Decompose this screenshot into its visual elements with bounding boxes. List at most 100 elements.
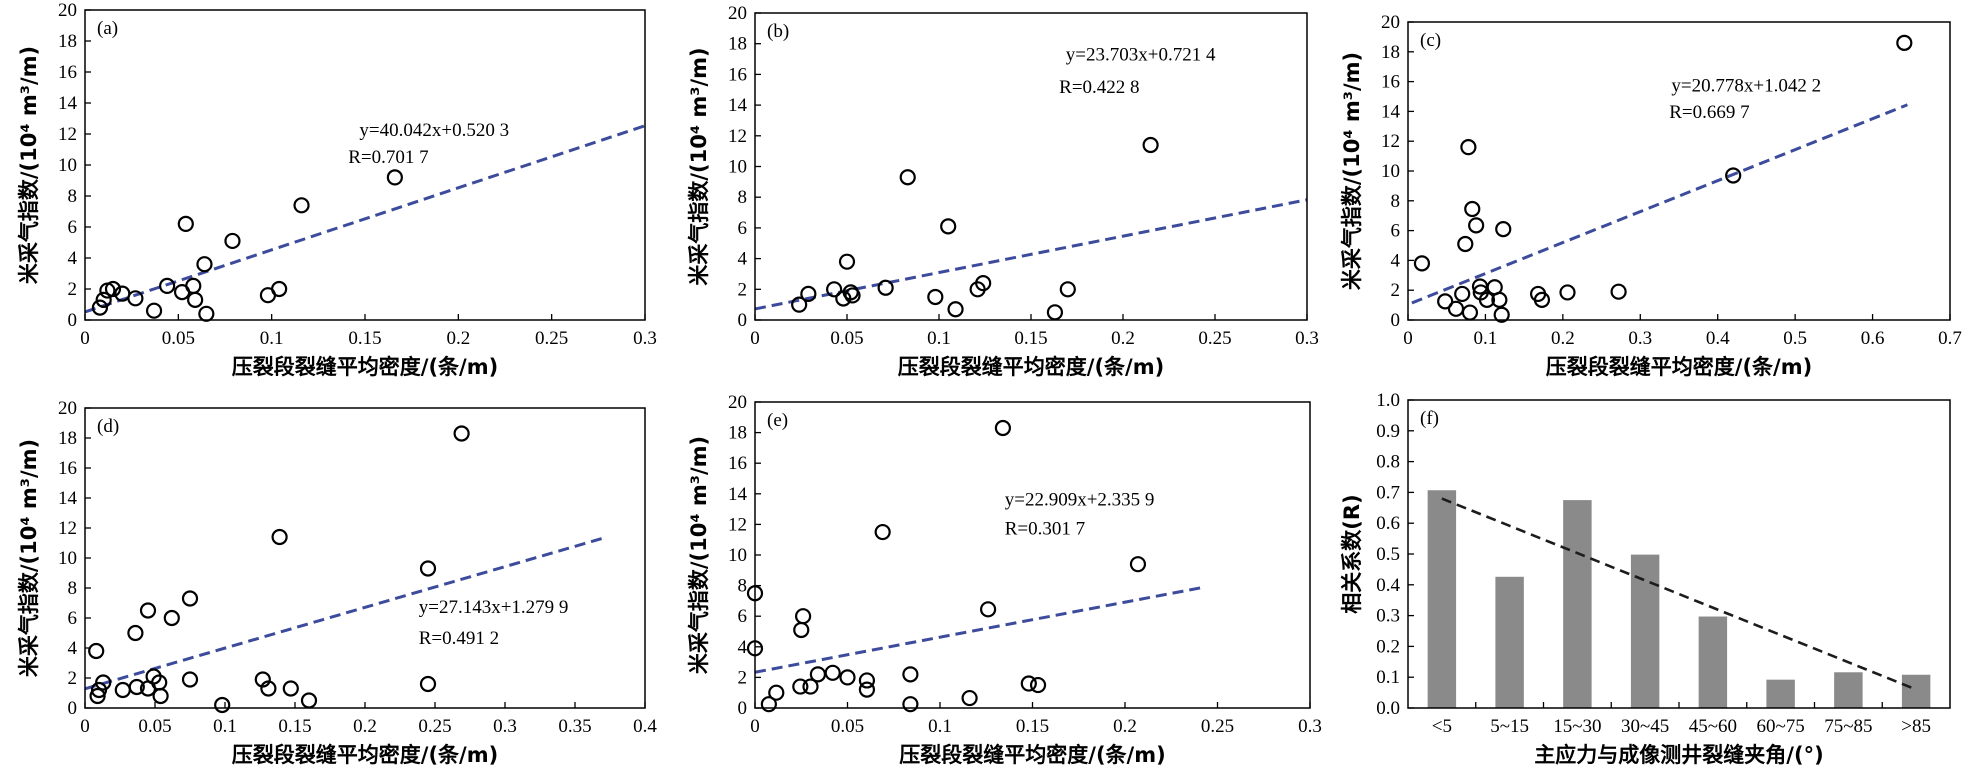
- panel-e-data-point: [858, 672, 876, 689]
- panel-c-data-point: [1437, 293, 1454, 310]
- panel-a-y-tick-label: 2: [68, 279, 78, 300]
- panel-a-data-point: [293, 197, 310, 214]
- panel-d-y-tick-label: 18: [58, 428, 77, 449]
- panel-e-y-tick-label: 12: [728, 514, 747, 535]
- panel-a-plot-frame: [84, 9, 646, 321]
- panel-b-y-tick-label: 0: [738, 310, 748, 331]
- panel-a-y-tick-label: 8: [68, 186, 78, 207]
- panel-e-y-tick-label: 14: [728, 484, 748, 505]
- panel-e-y-tick-label: 6: [738, 606, 748, 627]
- panel-e-x-tick-label: 0.05: [831, 716, 864, 737]
- panel-f-y-tick-label: 0.7: [1376, 482, 1400, 503]
- panel-e: 0 2 4 6 8 10 12 14 16 18 20 0 0.05 0.1 0.15 0.2 0.25 0.3 y…: [687, 392, 1322, 767]
- panel-e-data-point: [1129, 556, 1147, 573]
- panel-e-data-point: [809, 666, 827, 683]
- panel-c-data-point: [1447, 300, 1465, 317]
- panel-c-data-point: [1468, 217, 1485, 234]
- panel-f-bar: [1766, 679, 1795, 708]
- panel-b-data-point: [1059, 281, 1076, 298]
- panel-e-data-point: [794, 608, 812, 625]
- panel-b-y-tick-label: 12: [728, 126, 747, 147]
- panel-b-x-tick-label: 0.05: [830, 328, 863, 349]
- panel-a-y-tick-label: 18: [58, 31, 77, 52]
- panel-c-x-tick-label: 0.1: [1474, 328, 1498, 349]
- panel-f-y-tick-label: 0.1: [1376, 667, 1400, 688]
- panel-c-data-point: [1478, 291, 1496, 308]
- panel-c-y-tick-label: 16: [1381, 72, 1400, 93]
- panel-c-data-point: [1533, 291, 1551, 308]
- panel-e-x-tick-label: 0.3: [1298, 716, 1322, 737]
- panel-b-correlation-r: R=0.422 8: [1059, 77, 1139, 98]
- panel-b-data-point: [975, 275, 992, 292]
- panel-c-data-point: [1559, 284, 1576, 301]
- panel-d-y-tick-label: 10: [58, 548, 77, 569]
- panel-b-y-tick-label: 4: [738, 249, 748, 270]
- panel-f-category-label: >85: [1901, 716, 1931, 737]
- panel-d-x-tick-label: 0.4: [633, 716, 657, 737]
- panel-e-regression-equation: y=22.909x+2.335 9: [1005, 490, 1155, 511]
- panel-b-data-point: [838, 253, 856, 270]
- panel-a-y-tick-label: 10: [58, 155, 77, 176]
- panel-c-data-point: [1610, 283, 1627, 300]
- panel-e-data-point: [1020, 675, 1037, 692]
- panel-b-data-point: [877, 279, 894, 296]
- panel-b-data-point: [927, 288, 944, 306]
- panel-e-y-tick-label: 2: [738, 667, 748, 688]
- panel-c-y-tick-label: 8: [1391, 191, 1401, 212]
- panel-a-data-point: [177, 215, 194, 232]
- panel-c-x-tick-label: 0.3: [1628, 328, 1652, 349]
- panel-c: 0 2 4 6 8 10 12 14 16 18 20 0 0.1 0.2 0.3 0.4 0.5 0.6 0.7 y…: [1340, 12, 1962, 379]
- panel-d-y-tick-label: 14: [58, 488, 78, 509]
- panel-d-data-point: [271, 528, 288, 546]
- panel-f-bar: [1834, 672, 1863, 708]
- panel-f-y-tick-label: 0.6: [1376, 513, 1400, 534]
- panel-e-x-tick-label: 0.25: [1201, 716, 1234, 737]
- panel-a-y-tick-label: 0: [68, 310, 78, 331]
- panel-a-x-tick-label: 0.25: [535, 328, 568, 349]
- panel-e-y-tick-label: 8: [738, 576, 748, 597]
- panel-b-data-point: [800, 285, 817, 303]
- panel-a-x-tick-label: 0.15: [348, 328, 381, 349]
- panel-f-category-label: 45~60: [1689, 716, 1737, 737]
- panel-d-y-axis-label: 米采气指数/(10⁴ m³/m): [17, 439, 41, 677]
- panel-d-y-tick-label: 4: [68, 638, 78, 659]
- panel-a-x-axis-label: 压裂段裂缝平均密度/(条/m): [232, 355, 498, 379]
- panel-e-data-point: [961, 689, 978, 707]
- panel-d-y-tick-label: 8: [68, 578, 78, 599]
- panel-a-y-tick-label: 20: [58, 0, 77, 21]
- panel-f-y-tick-label: 0.2: [1376, 636, 1400, 657]
- panel-b-data-point: [899, 169, 916, 186]
- panel-b: 0 2 4 6 8 10 12 14 16 18 20 0 0.05 0.1 0.15 0.2 0.25 0.3 y…: [687, 3, 1319, 379]
- panel-f-y-tick-label: 0.8: [1376, 452, 1400, 473]
- panel-e-correlation-r: R=0.301 7: [1005, 518, 1085, 539]
- panel-c-data-point: [1725, 167, 1742, 184]
- panel-c-y-axis-label: 米采气指数/(10⁴ m³/m): [1340, 52, 1364, 290]
- panel-a-x-tick-label: 0.05: [162, 328, 195, 349]
- panel-e-data-point: [793, 621, 810, 639]
- panel-b-y-tick-label: 8: [738, 187, 748, 208]
- panel-e-data-point: [1029, 676, 1047, 694]
- panel-e-data-point: [858, 681, 876, 698]
- panel-a-data-point: [187, 291, 204, 308]
- panel-b-data-point: [844, 287, 861, 304]
- panel-c-x-tick-label: 0.4: [1706, 328, 1730, 349]
- panel-c-x-axis-label: 压裂段裂缝平均密度/(条/m): [1546, 355, 1812, 379]
- panel-b-x-tick-label: 0.25: [1198, 328, 1231, 349]
- panel-a-data-point: [91, 299, 109, 316]
- panel-c-data-point: [1896, 34, 1913, 51]
- panel-d-data-point: [163, 609, 180, 627]
- panel-f-bar: [1630, 554, 1660, 708]
- panel-f-category-label: 75~85: [1824, 716, 1872, 737]
- panel-d-x-tick-label: 0.1: [213, 716, 237, 737]
- panel-d: 0 2 4 6 8 10 12 14 16 18 20 0 0.05 0.1 0.15 0.2 0.25 0.3 0…: [17, 398, 657, 767]
- panel-a-y-tick-label: 14: [58, 93, 78, 114]
- panel-b-y-tick-label: 18: [728, 34, 747, 55]
- panel-d-data-point: [260, 680, 277, 697]
- panel-e-plot-frame: [754, 401, 1311, 709]
- panel-e-x-tick-label: 0.1: [928, 716, 952, 737]
- panel-c-data-point: [1491, 291, 1508, 308]
- panel-b-data-point: [947, 301, 964, 318]
- panel-f-x-axis-label: 主应力与成像测井裂缝夹角/(°): [1534, 743, 1823, 767]
- panel-d-y-tick-label: 20: [58, 398, 77, 419]
- panel-a-fit-line: [84, 124, 646, 314]
